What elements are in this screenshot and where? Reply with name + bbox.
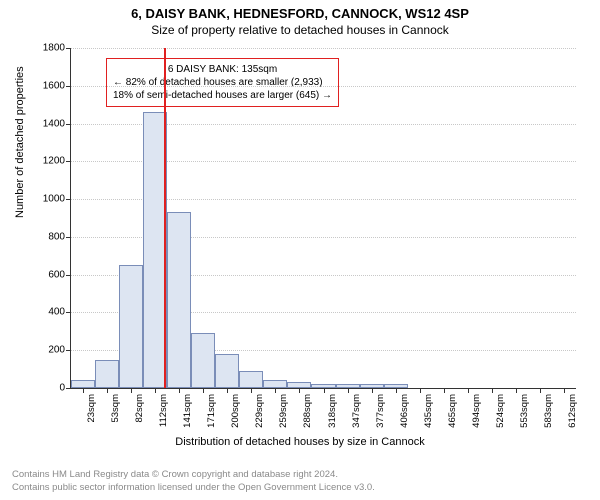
annotation-line2: ← 82% of detached houses are smaller (2,… [113, 76, 332, 89]
x-tick-mark [540, 388, 541, 393]
y-tick-mark [66, 350, 71, 351]
annotation-line3: 18% of semi-detached houses are larger (… [113, 89, 332, 102]
x-tick-mark [83, 388, 84, 393]
annotation-line1: 6 DAISY BANK: 135sqm [113, 63, 332, 76]
y-tick-label: 1600 [43, 80, 65, 91]
histogram-bar [71, 380, 95, 388]
x-tick-mark [275, 388, 276, 393]
histogram-bar [95, 360, 119, 388]
y-tick-label: 1000 [43, 194, 65, 205]
x-tick-label: 53sqm [110, 394, 121, 423]
x-tick-label: 524sqm [495, 394, 506, 428]
x-tick-mark [324, 388, 325, 393]
x-tick-mark [155, 388, 156, 393]
histogram-bar [239, 371, 263, 388]
x-tick-mark [396, 388, 397, 393]
x-tick-mark [131, 388, 132, 393]
x-tick-mark [444, 388, 445, 393]
histogram-bar [119, 265, 143, 388]
x-tick-mark [492, 388, 493, 393]
x-tick-label: 406sqm [399, 394, 410, 428]
x-tick-label: 494sqm [471, 394, 482, 428]
x-tick-label: 112sqm [158, 394, 169, 427]
histogram-bar [263, 380, 287, 388]
x-tick-mark [299, 388, 300, 393]
chart-container: 6, DAISY BANK, HEDNESFORD, CANNOCK, WS12… [0, 0, 600, 500]
y-tick-mark [66, 388, 71, 389]
x-tick-label: 171sqm [206, 394, 217, 428]
grid-line [71, 86, 576, 87]
y-tick-mark [66, 237, 71, 238]
x-tick-mark [420, 388, 421, 393]
x-tick-mark [203, 388, 204, 393]
x-tick-label: 200sqm [230, 394, 241, 428]
annotation-box: 6 DAISY BANK: 135sqm ← 82% of detached h… [106, 58, 339, 107]
histogram-bar [191, 333, 215, 388]
x-tick-label: 23sqm [86, 394, 97, 423]
x-tick-label: 82sqm [134, 394, 145, 423]
x-tick-mark [372, 388, 373, 393]
y-axis-label: Number of detached properties [14, 66, 26, 218]
y-tick-mark [66, 86, 71, 87]
y-tick-label: 200 [48, 345, 65, 356]
x-tick-mark [348, 388, 349, 393]
x-tick-label: 347sqm [351, 394, 362, 428]
x-tick-label: 288sqm [302, 394, 313, 428]
chart-plot-area: 6 DAISY BANK: 135sqm ← 82% of detached h… [70, 48, 576, 389]
x-tick-label: 318sqm [327, 394, 338, 428]
y-tick-label: 800 [48, 231, 65, 242]
y-tick-mark [66, 161, 71, 162]
x-tick-mark [564, 388, 565, 393]
y-tick-label: 0 [59, 383, 65, 394]
x-tick-label: 435sqm [423, 394, 434, 428]
y-tick-mark [66, 124, 71, 125]
histogram-bar [167, 212, 191, 388]
y-tick-mark [66, 275, 71, 276]
y-tick-label: 1400 [43, 118, 65, 129]
x-tick-label: 377sqm [375, 394, 386, 428]
reference-line [164, 48, 166, 388]
x-tick-label: 583sqm [543, 394, 554, 428]
y-tick-label: 1800 [43, 43, 65, 54]
x-axis-label: Distribution of detached houses by size … [0, 436, 600, 448]
x-tick-label: 553sqm [519, 394, 530, 428]
x-tick-mark [516, 388, 517, 393]
chart-title-sub: Size of property relative to detached ho… [0, 21, 600, 37]
x-tick-label: 465sqm [447, 394, 458, 428]
x-tick-mark [227, 388, 228, 393]
chart-footer: Contains HM Land Registry data © Crown c… [12, 469, 375, 494]
grid-line [71, 48, 576, 49]
x-tick-mark [468, 388, 469, 393]
chart-title-main: 6, DAISY BANK, HEDNESFORD, CANNOCK, WS12… [0, 0, 600, 21]
x-tick-mark [107, 388, 108, 393]
histogram-bar [215, 354, 239, 388]
x-tick-mark [251, 388, 252, 393]
y-tick-label: 600 [48, 269, 65, 280]
y-tick-label: 1200 [43, 156, 65, 167]
x-tick-label: 259sqm [278, 394, 289, 428]
footer-line2: Contains public sector information licen… [12, 482, 375, 494]
y-tick-label: 400 [48, 307, 65, 318]
x-tick-label: 229sqm [254, 394, 265, 428]
footer-line1: Contains HM Land Registry data © Crown c… [12, 469, 375, 481]
x-tick-mark [179, 388, 180, 393]
y-tick-mark [66, 199, 71, 200]
y-tick-mark [66, 312, 71, 313]
x-tick-label: 141sqm [182, 394, 193, 428]
x-tick-label: 612sqm [567, 394, 578, 428]
y-tick-mark [66, 48, 71, 49]
